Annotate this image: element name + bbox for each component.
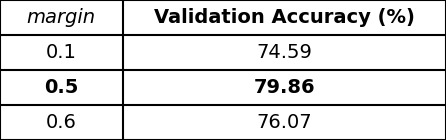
Text: Validation Accuracy (%): Validation Accuracy (%) — [154, 8, 415, 27]
Text: 76.07: 76.07 — [256, 113, 312, 132]
Text: 74.59: 74.59 — [256, 43, 312, 62]
Text: 0.1: 0.1 — [46, 43, 77, 62]
Text: 0.6: 0.6 — [46, 113, 77, 132]
Text: 79.86: 79.86 — [253, 78, 315, 97]
Text: margin: margin — [27, 8, 96, 27]
Text: 0.5: 0.5 — [44, 78, 78, 97]
